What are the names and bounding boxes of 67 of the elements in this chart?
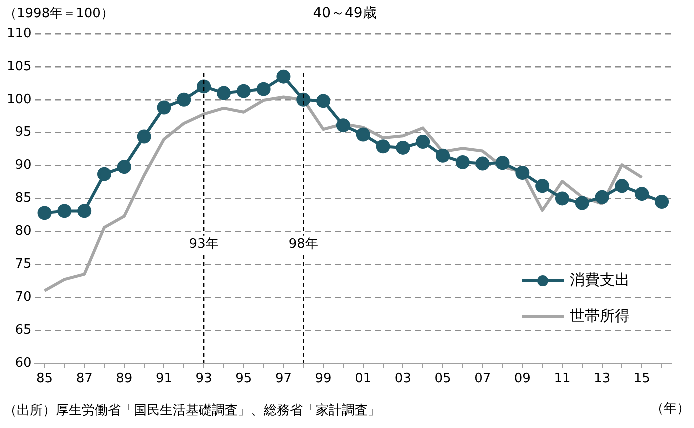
point bbox=[197, 80, 212, 94]
point bbox=[236, 84, 251, 98]
point bbox=[316, 94, 331, 108]
y-tick-label: 100 bbox=[6, 92, 32, 108]
y-axis-title: （1998年＝100） bbox=[4, 6, 114, 22]
point bbox=[456, 155, 470, 170]
point bbox=[516, 166, 530, 180]
point bbox=[78, 204, 92, 218]
point bbox=[157, 100, 172, 115]
point bbox=[575, 196, 590, 210]
ref-line-label: 98年 bbox=[288, 237, 318, 252]
x-tick-label: 11 bbox=[554, 372, 571, 387]
y-tick-label: 65 bbox=[15, 322, 32, 338]
x-tick-label: 15 bbox=[634, 372, 650, 387]
point bbox=[555, 192, 570, 206]
y-tick-label: 75 bbox=[15, 256, 32, 272]
point bbox=[615, 179, 630, 194]
x-tick-label: 91 bbox=[156, 372, 173, 387]
ref-line-label: 93年 bbox=[189, 237, 219, 252]
point bbox=[296, 92, 311, 107]
point bbox=[216, 86, 231, 100]
y-tick-label: 70 bbox=[15, 290, 32, 305]
legend-label: 世帯所得 bbox=[570, 306, 630, 325]
point bbox=[595, 190, 610, 204]
point bbox=[496, 156, 510, 170]
point bbox=[276, 70, 291, 84]
text: （出所）厚生労働省「国民生活基礎調査」、総務省「家計調査」 bbox=[4, 402, 381, 418]
x-tick-label: 97 bbox=[275, 372, 292, 387]
point bbox=[536, 179, 550, 194]
x-tick-label: 01 bbox=[355, 372, 372, 387]
point bbox=[655, 194, 670, 209]
point bbox=[476, 156, 490, 171]
point bbox=[177, 92, 192, 107]
x-tick-label: 07 bbox=[474, 372, 492, 387]
x-tick-label: 93 bbox=[196, 372, 212, 387]
y-tick-label: 105 bbox=[6, 59, 32, 74]
x-tick-label: 05 bbox=[434, 372, 452, 387]
point bbox=[396, 140, 410, 155]
point bbox=[256, 82, 271, 96]
x-axis-title: （年） bbox=[651, 401, 690, 416]
legend-label: 消費支出 bbox=[570, 270, 630, 289]
y-tick-label: 80 bbox=[15, 224, 32, 240]
x-tick-label: 89 bbox=[116, 372, 133, 387]
chart-title: 40～49歳 bbox=[313, 6, 377, 22]
point bbox=[635, 187, 650, 202]
y-tick-label: 95 bbox=[15, 125, 32, 140]
point bbox=[137, 130, 152, 144]
y-tick-label: 60 bbox=[15, 356, 32, 371]
x-tick-label: 85 bbox=[36, 372, 54, 387]
x-tick-label: 03 bbox=[394, 372, 412, 387]
point bbox=[58, 204, 72, 218]
y-tick-label: 85 bbox=[15, 191, 32, 206]
point bbox=[117, 160, 132, 174]
point bbox=[98, 167, 112, 182]
point bbox=[416, 135, 430, 150]
point bbox=[376, 140, 390, 154]
y-tick-label: 110 bbox=[6, 26, 32, 42]
point bbox=[356, 128, 370, 142]
x-tick-label: 95 bbox=[236, 372, 252, 387]
point bbox=[336, 118, 350, 133]
y-tick-label: 90 bbox=[15, 158, 32, 174]
x-tick-label: 09 bbox=[514, 372, 531, 387]
x-tick-label: 87 bbox=[76, 372, 93, 387]
point bbox=[38, 206, 52, 220]
x-tick-label: 99 bbox=[315, 372, 332, 387]
x-tick-label: 13 bbox=[594, 372, 611, 387]
point bbox=[436, 148, 450, 163]
